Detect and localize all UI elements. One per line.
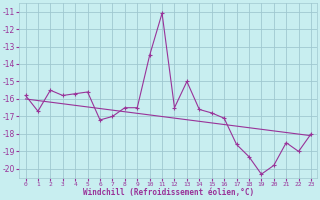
X-axis label: Windchill (Refroidissement éolien,°C): Windchill (Refroidissement éolien,°C) [83,188,254,197]
